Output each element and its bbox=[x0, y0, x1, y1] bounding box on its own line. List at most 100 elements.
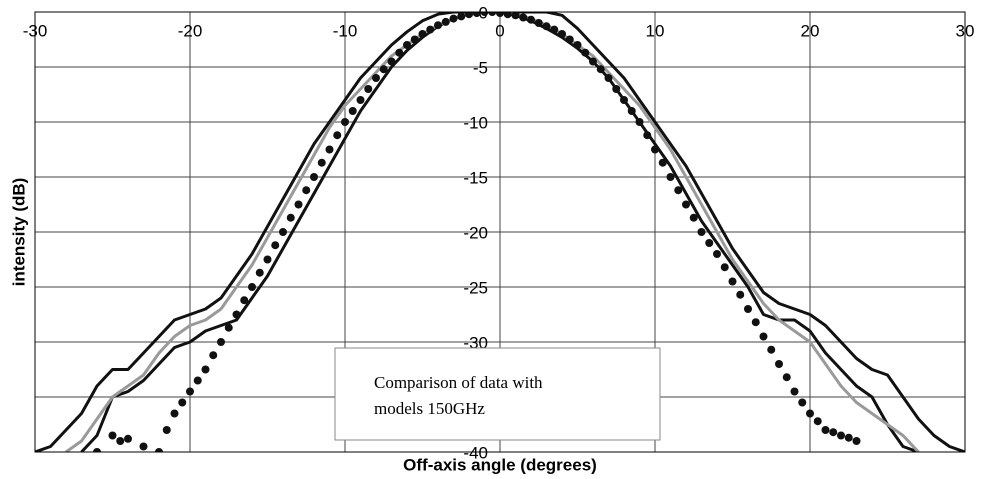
data-point bbox=[193, 376, 202, 385]
x-tick-label: -20 bbox=[178, 21, 203, 40]
data-point bbox=[736, 290, 745, 299]
data-point bbox=[821, 426, 830, 434]
data-point bbox=[744, 305, 752, 313]
data-point bbox=[124, 434, 132, 443]
data-point bbox=[852, 437, 861, 445]
data-point bbox=[449, 14, 458, 23]
series-line bbox=[35, 12, 965, 452]
data-point bbox=[441, 17, 450, 26]
data-point bbox=[294, 200, 303, 209]
data-point bbox=[139, 442, 148, 451]
data-point bbox=[472, 12, 481, 18]
data-point bbox=[790, 387, 799, 396]
data-point bbox=[782, 373, 791, 382]
data-point bbox=[186, 387, 194, 396]
data-point bbox=[426, 25, 435, 34]
data-point bbox=[542, 22, 551, 31]
data-point bbox=[511, 12, 520, 20]
data-point bbox=[356, 96, 365, 104]
data-point bbox=[751, 318, 760, 327]
data-point bbox=[434, 21, 442, 30]
data-point bbox=[240, 296, 249, 305]
data-point bbox=[666, 173, 675, 181]
data-point bbox=[108, 431, 117, 440]
data-point bbox=[658, 158, 667, 167]
data-point bbox=[310, 173, 318, 181]
data-point bbox=[209, 351, 218, 360]
data-point bbox=[232, 310, 241, 319]
data-point bbox=[372, 74, 380, 82]
data-point bbox=[612, 85, 621, 93]
data-point bbox=[829, 428, 838, 437]
data-point bbox=[651, 145, 659, 154]
data-point bbox=[93, 448, 101, 452]
data-point bbox=[325, 145, 334, 154]
data-point bbox=[534, 19, 543, 27]
data-point bbox=[217, 338, 225, 346]
data-point bbox=[689, 213, 698, 222]
data-point bbox=[643, 131, 652, 140]
data-point bbox=[581, 48, 590, 57]
data-point bbox=[155, 448, 163, 452]
y-tick-label: -25 bbox=[463, 278, 488, 297]
data-point bbox=[457, 12, 466, 21]
plot-marks bbox=[35, 12, 965, 452]
data-point bbox=[410, 35, 419, 44]
data-point bbox=[379, 65, 388, 74]
data-point bbox=[271, 241, 280, 250]
y-axis-title: intensity (dB) bbox=[9, 178, 28, 287]
annotation-line: models 150GHz bbox=[374, 399, 485, 418]
data-point bbox=[728, 277, 737, 286]
data-point bbox=[837, 431, 845, 440]
data-point bbox=[798, 398, 807, 407]
data-point bbox=[418, 30, 427, 38]
data-point bbox=[565, 35, 574, 44]
data-point bbox=[263, 255, 272, 264]
data-point bbox=[116, 437, 125, 445]
series-line bbox=[65, 12, 920, 452]
data-point bbox=[604, 74, 613, 82]
data-point bbox=[286, 213, 295, 222]
data-point bbox=[503, 12, 512, 19]
data-point bbox=[589, 57, 597, 66]
x-tick-label: 20 bbox=[801, 21, 820, 40]
data-point bbox=[465, 12, 473, 19]
data-point bbox=[844, 433, 853, 442]
data-point bbox=[627, 107, 636, 115]
y-tick-label: -5 bbox=[473, 58, 488, 77]
data-point bbox=[519, 13, 528, 22]
y-tick-label: -20 bbox=[463, 223, 488, 242]
x-tick-label: 0 bbox=[495, 21, 504, 40]
data-point bbox=[759, 332, 768, 341]
data-point bbox=[395, 48, 404, 57]
data-point bbox=[302, 186, 311, 195]
y-tick-label: -15 bbox=[463, 168, 488, 187]
data-point bbox=[775, 360, 783, 368]
y-tick-label: -40 bbox=[463, 443, 488, 462]
data-point bbox=[558, 30, 566, 38]
data-point bbox=[364, 85, 373, 93]
data-point bbox=[224, 323, 233, 332]
data-point bbox=[403, 41, 411, 49]
data-point bbox=[348, 107, 357, 115]
annotation-frame bbox=[334, 347, 661, 441]
x-tick-label: -10 bbox=[333, 21, 358, 40]
data-point bbox=[279, 228, 287, 236]
data-point bbox=[248, 283, 256, 291]
data-point bbox=[682, 200, 690, 209]
data-point bbox=[806, 409, 814, 418]
data-point bbox=[550, 25, 559, 34]
data-point bbox=[635, 118, 644, 126]
annotation-box: Comparison of data with models 150GHz bbox=[334, 347, 661, 441]
data-point bbox=[674, 186, 683, 195]
data-point bbox=[713, 250, 721, 258]
data-point bbox=[333, 131, 342, 140]
data-point bbox=[488, 12, 497, 16]
y-tick-label: -10 bbox=[463, 113, 488, 132]
data-point bbox=[317, 158, 326, 167]
data-point bbox=[387, 57, 396, 66]
data-point bbox=[162, 426, 171, 434]
data-point bbox=[767, 345, 776, 354]
data-point bbox=[573, 41, 582, 49]
